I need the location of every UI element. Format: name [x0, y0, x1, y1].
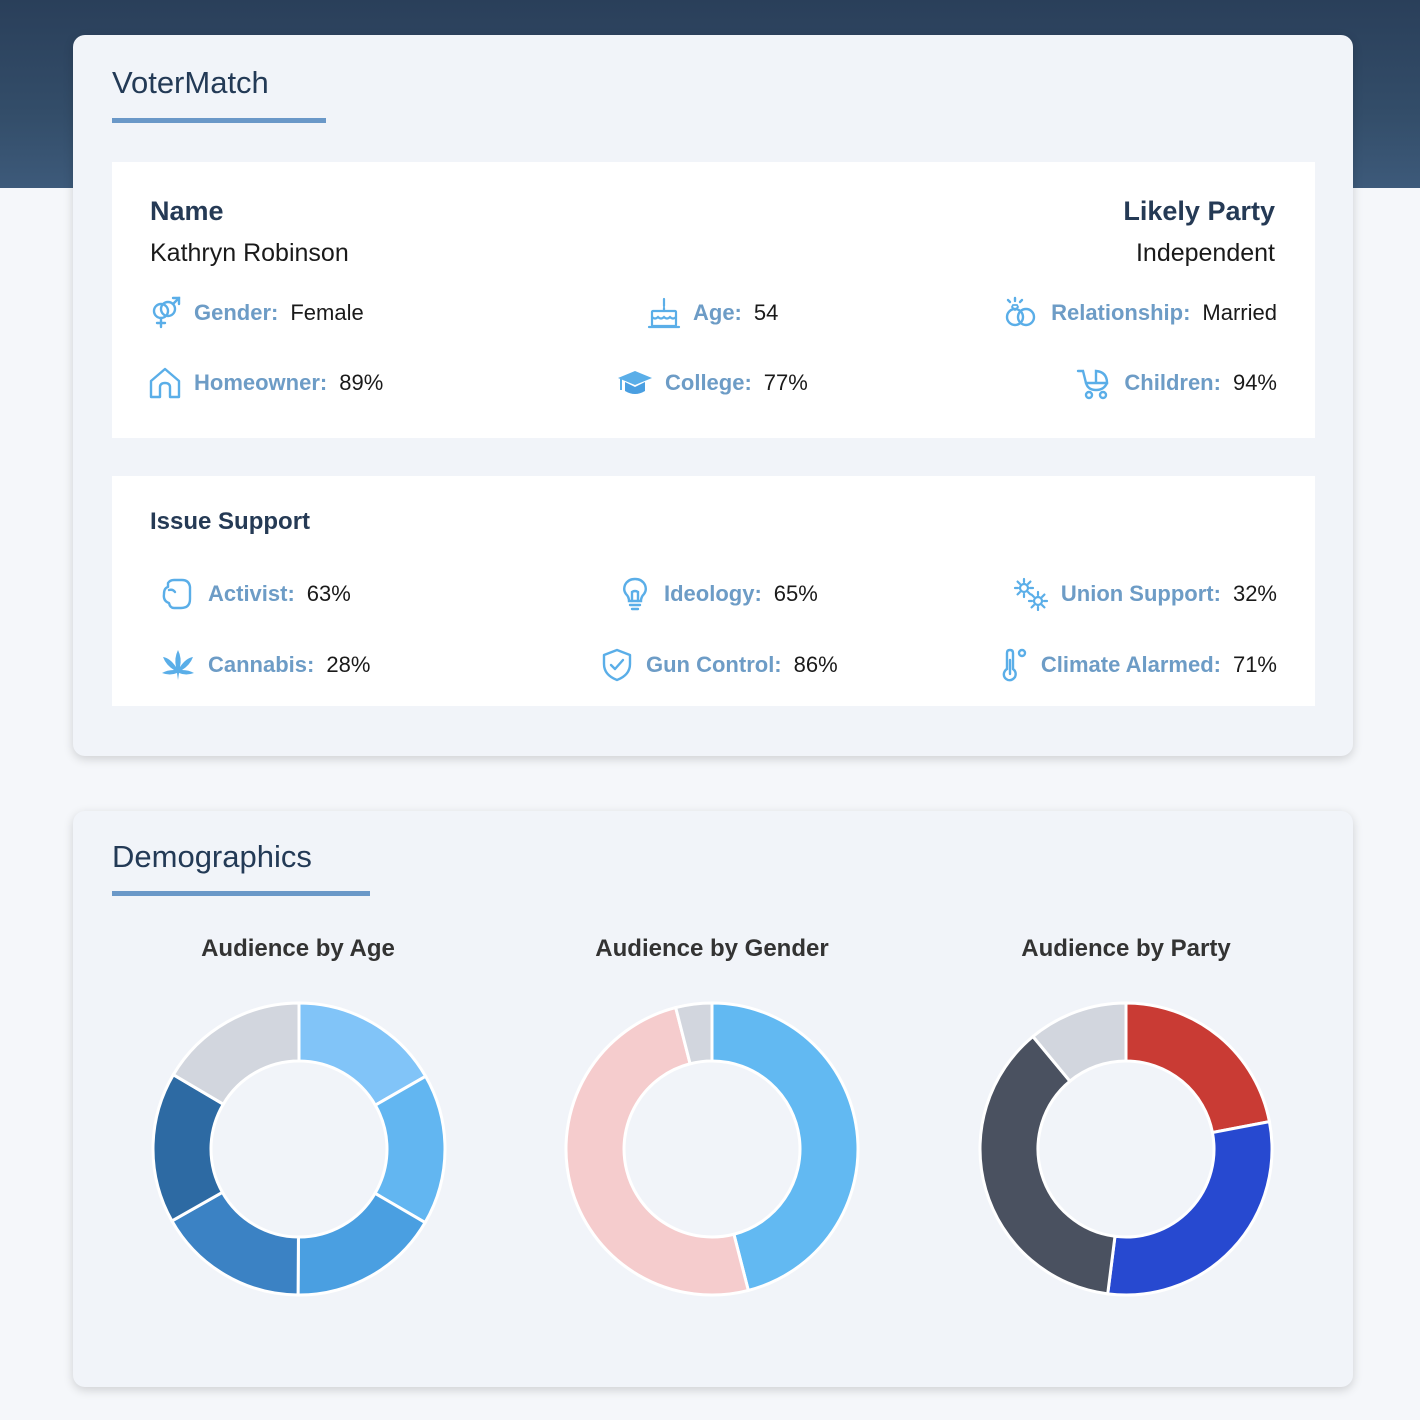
- voter-card: VoterMatch Name Kathryn Robinson Likely …: [73, 35, 1353, 756]
- attr-homeowner-value: 89%: [339, 370, 384, 395]
- issue-ideology-value: 65%: [773, 581, 818, 606]
- issue-union-support-label: Union Support:: [1060, 581, 1221, 606]
- issue-gun-control-value: 86%: [793, 652, 838, 677]
- app-title: VoterMatch: [112, 65, 269, 100]
- birthday-cake-icon: [647, 297, 681, 329]
- attr-relationship-label: Relationship:: [1051, 300, 1191, 325]
- issue-ideology: Ideology: 65%: [618, 577, 818, 611]
- issue-union-support: Union Support: 32%: [1013, 577, 1277, 611]
- issue-gun-control-label: Gun Control:: [646, 652, 782, 677]
- issue-union-support-value: 32%: [1232, 581, 1277, 606]
- attr-college: College: 77%: [617, 366, 808, 400]
- donut-slice-2[interactable]: [673, 1001, 714, 1066]
- graduation-cap-icon: [618, 371, 652, 394]
- chart-gender-donut: [564, 1001, 860, 1297]
- attr-gender: Gender: Female: [148, 296, 364, 330]
- donut-slice-0[interactable]: [1124, 1001, 1272, 1135]
- attr-relationship-value: Married: [1202, 300, 1277, 325]
- issue-climate-alarmed-value: 71%: [1232, 652, 1277, 677]
- demographics-underline: [112, 891, 370, 896]
- attr-homeowner-label: Homeowner:: [194, 370, 328, 395]
- attr-children-label: Children:: [1124, 370, 1221, 395]
- issue-support-title: Issue Support: [150, 508, 311, 535]
- attr-age-label: Age:: [693, 300, 742, 325]
- chart-party-donut: [978, 1001, 1274, 1297]
- chart-age-donut: [151, 1001, 447, 1297]
- party-value: Independent: [1135, 239, 1275, 267]
- issue-activist-value: 63%: [306, 581, 351, 606]
- cannabis-leaf-icon: [162, 650, 194, 680]
- issue-cannabis-value: 28%: [326, 652, 371, 677]
- name-value: Kathryn Robinson: [150, 239, 349, 267]
- profile-panel: Name Kathryn Robinson Likely Party Indep…: [112, 162, 1315, 438]
- issue-ideology-label: Ideology:: [664, 581, 762, 606]
- donut-slice-3[interactable]: [1030, 1001, 1128, 1084]
- demographics-card: Demographics Audience by Age Audience by…: [73, 811, 1353, 1387]
- donut-slice-2[interactable]: [978, 1034, 1117, 1296]
- baby-carriage-icon: [1077, 369, 1109, 400]
- name-label: Name: [150, 196, 224, 226]
- issue-activist: Activist: 63%: [160, 577, 351, 611]
- attr-gender-label: Gender:: [194, 300, 279, 325]
- attr-homeowner: Homeowner: 89%: [148, 366, 383, 400]
- rings-icon: [1005, 296, 1036, 327]
- donut-slice-1[interactable]: [1106, 1119, 1274, 1297]
- issue-climate-alarmed: Climate Alarmed: 71%: [999, 648, 1277, 682]
- home-icon: [149, 367, 181, 399]
- title-underline: [112, 118, 326, 123]
- lightbulb-icon: [623, 577, 647, 611]
- attr-age: Age: 54: [647, 296, 778, 330]
- gears-icon: [1013, 577, 1048, 611]
- issue-activist-label: Activist:: [208, 581, 295, 606]
- issue-gun-control: Gun Control: 86%: [600, 648, 838, 682]
- attr-children: Children: 94%: [1076, 366, 1277, 400]
- donut-slice-1[interactable]: [564, 1005, 751, 1297]
- thermometer-icon: [1002, 648, 1027, 682]
- donut-slice-0[interactable]: [710, 1001, 860, 1293]
- attr-gender-value: Female: [290, 300, 364, 325]
- attr-college-label: College:: [665, 370, 752, 395]
- attr-children-value: 94%: [1232, 370, 1277, 395]
- attr-relationship: Relationship: Married: [1003, 296, 1277, 330]
- issue-cannabis-label: Cannabis:: [208, 652, 315, 677]
- fist-icon: [162, 578, 192, 610]
- chart-gender-title: Audience by Gender: [595, 935, 829, 962]
- donut-slice-5[interactable]: [171, 1001, 301, 1107]
- chart-age-title: Audience by Age: [201, 935, 395, 962]
- shield-check-icon: [602, 648, 632, 682]
- demographics-title: Demographics: [112, 839, 312, 874]
- attr-college-value: 77%: [763, 370, 808, 395]
- attr-age-value: 54: [753, 300, 779, 325]
- issue-climate-alarmed-label: Climate Alarmed:: [1040, 652, 1221, 677]
- chart-party-title: Audience by Party: [1021, 935, 1231, 962]
- issue-support-panel: Issue Support Activist: 63% Ideology: 65…: [112, 476, 1315, 706]
- gender-icon: [152, 296, 181, 329]
- party-label: Likely Party: [1123, 196, 1275, 226]
- issue-cannabis: Cannabis: 28%: [160, 648, 370, 682]
